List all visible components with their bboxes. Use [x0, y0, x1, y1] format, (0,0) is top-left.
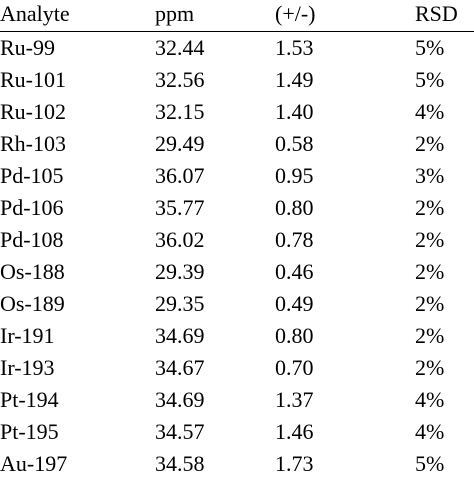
value-cell: 34.57	[155, 419, 205, 444]
value-cell: 0.58	[275, 131, 314, 156]
value-cell: 0.46	[275, 259, 314, 284]
header-rule	[0, 31, 474, 32]
value-cell: 4%	[415, 387, 445, 412]
analyte-cell: Pt-195	[0, 419, 59, 444]
value-cell: 32.44	[155, 35, 205, 60]
analyte-cell: Ru-101	[0, 67, 66, 92]
value-cell: 0.80	[275, 195, 314, 220]
value-cell: 3%	[415, 163, 445, 188]
header-cell: Analyte	[0, 1, 70, 26]
value-cell: 5%	[415, 451, 445, 476]
analyte-cell: Pd-105	[0, 163, 64, 188]
analyte-cell: Ir-191	[0, 323, 55, 348]
value-cell: 4%	[415, 419, 445, 444]
header-cell: RSD	[415, 1, 458, 26]
value-cell: 2%	[415, 355, 445, 380]
value-cell: 1.73	[275, 451, 314, 476]
analyte-cell: Ir-193	[0, 355, 55, 380]
value-cell: 0.95	[275, 163, 314, 188]
value-cell: 32.15	[155, 99, 205, 124]
header-cell: (+/-)	[275, 1, 316, 26]
value-cell: 29.35	[155, 291, 205, 316]
value-cell: 0.80	[275, 323, 314, 348]
value-cell: 36.02	[155, 227, 205, 252]
value-cell: 2%	[415, 131, 445, 156]
value-cell: 2%	[415, 259, 445, 284]
value-cell: 36.07	[155, 163, 205, 188]
value-cell: 5%	[415, 35, 445, 60]
value-cell: 34.69	[155, 323, 205, 348]
value-cell: 34.58	[155, 451, 205, 476]
value-cell: 2%	[415, 323, 445, 348]
analyte-cell: Pt-194	[0, 387, 59, 412]
analyte-cell: Pd-108	[0, 227, 64, 252]
value-cell: 0.49	[275, 291, 314, 316]
value-cell: 29.39	[155, 259, 205, 284]
value-cell: 5%	[415, 67, 445, 92]
analyte-cell: Pd-106	[0, 195, 64, 220]
value-cell: 4%	[415, 99, 445, 124]
value-cell: 34.69	[155, 387, 205, 412]
value-cell: 29.49	[155, 131, 205, 156]
analyte-cell: Ru-102	[0, 99, 66, 124]
value-cell: 34.67	[155, 355, 205, 380]
header-cell: ppm	[155, 1, 195, 26]
value-cell: 0.78	[275, 227, 314, 252]
value-cell: 1.49	[275, 67, 314, 92]
value-cell: 2%	[415, 227, 445, 252]
analyte-cell: Os-189	[0, 291, 65, 316]
value-cell: 1.40	[275, 99, 314, 124]
value-cell: 1.37	[275, 387, 314, 412]
analyte-cell: Au-197	[0, 451, 68, 476]
value-cell: 2%	[415, 195, 445, 220]
analyte-cell: Os-188	[0, 259, 65, 284]
value-cell: 1.53	[275, 35, 314, 60]
value-cell: 32.56	[155, 67, 205, 92]
value-cell: 35.77	[155, 195, 205, 220]
analyte-cell: Ru-99	[0, 35, 55, 60]
value-cell: 0.70	[275, 355, 314, 380]
analyte-cell: Rh-103	[0, 131, 66, 156]
value-cell: 1.46	[275, 419, 314, 444]
value-cell: 2%	[415, 291, 445, 316]
